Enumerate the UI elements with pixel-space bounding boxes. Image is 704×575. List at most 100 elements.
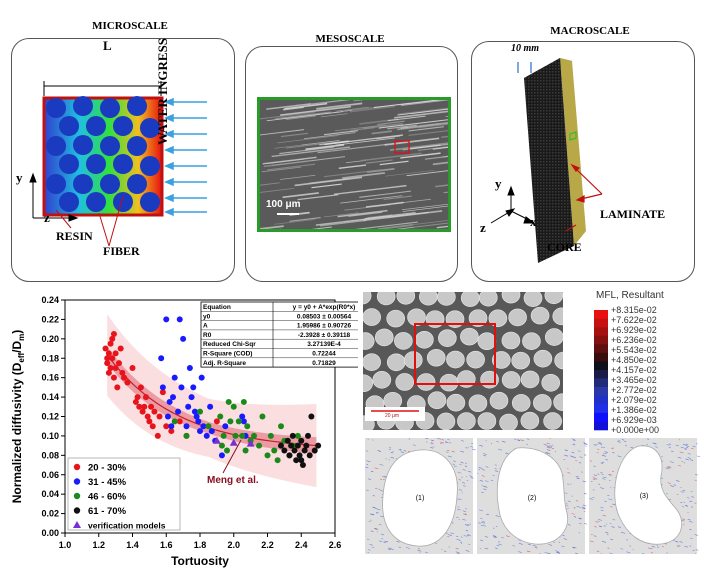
scatter-point (146, 418, 153, 425)
scatter-point (107, 340, 114, 347)
scatter-point (168, 428, 175, 435)
mfl-swatch (594, 361, 608, 371)
mfl-title: MFL, Resultant (596, 290, 664, 301)
fit-table-key: y0 (203, 313, 211, 320)
y-tick-label: 0.12 (41, 412, 59, 422)
sem-fiber (533, 349, 553, 368)
meng-annotation: Meng et al. (207, 475, 259, 486)
scatter-point (170, 394, 176, 401)
sem-fiber (533, 394, 552, 412)
legend-label: 20 - 30% (88, 463, 127, 474)
mfl-swatch (594, 370, 608, 379)
mfl-label: +5.543e-02 (611, 345, 657, 355)
sem-fiber (511, 351, 530, 370)
mfl-label: +7.622e-02 (611, 315, 657, 325)
sem-fiber (436, 412, 456, 430)
sem-fiber (520, 370, 540, 389)
cell-label: (3) (640, 493, 649, 500)
mfl-label: +4.850e-02 (611, 355, 657, 365)
mfl-swatch (594, 310, 608, 319)
scatter-point (176, 316, 183, 323)
scatter-point (200, 423, 207, 430)
fiber-circle (86, 192, 106, 212)
sem-fiber (404, 351, 423, 369)
scatter-point (284, 437, 291, 444)
sem-fiber (363, 292, 372, 305)
mfl-cell: (2) (477, 438, 588, 554)
fit-table-value: 0.72244 (312, 351, 336, 358)
fiber-circle (100, 174, 120, 194)
fiber-circle (46, 98, 66, 118)
fiber-circle (140, 192, 160, 212)
fit-table (200, 301, 358, 368)
fiber-circle (73, 174, 93, 194)
meso-zoom-box (394, 140, 410, 154)
mfl-swatch (594, 318, 608, 328)
y-tick-label: 0.00 (41, 528, 59, 538)
scatter-point (281, 447, 288, 454)
fiber-circle (127, 174, 147, 194)
sem-fiber (445, 310, 465, 328)
verification-marker (246, 439, 255, 447)
sem-fiber (511, 394, 531, 412)
scatter-point (205, 423, 212, 430)
fiber-circle (73, 135, 93, 155)
mfl-label: +6.929e-02 (611, 325, 657, 335)
scatter-point (315, 442, 322, 449)
sem-fiber (492, 351, 511, 369)
sem-fiber (460, 292, 480, 307)
scatter-point (116, 360, 122, 367)
fiber-circle (86, 154, 106, 174)
scatter-point (220, 432, 227, 439)
fiber-circle (59, 116, 79, 136)
sem-fiber (544, 292, 563, 305)
x-tick-label: 2.6 (329, 540, 342, 550)
scatter-point (114, 384, 121, 391)
mfl-swatch (594, 412, 608, 422)
macroscale-panel (471, 41, 695, 282)
scatter-point (191, 408, 198, 415)
legend-label: verification models (88, 521, 166, 531)
scatter-point (293, 457, 300, 464)
scatter-point (274, 457, 281, 464)
sem-fiber (374, 328, 394, 347)
scatter-point (288, 442, 295, 449)
scatter-point (239, 413, 246, 420)
mfl-color-legend: +8.315e-02+7.622e-02+6.929e-02+6.236e-02… (594, 305, 659, 435)
scatter-point (134, 394, 141, 401)
mfl-label: +1.386e-02 (611, 405, 657, 415)
fit-table-key: Reduced Chi-Sqr (203, 341, 256, 348)
length-label: L (103, 38, 112, 53)
scatter-point (171, 418, 178, 425)
scatter-point (195, 418, 202, 425)
sem-fiber (457, 412, 476, 430)
sem-fiber (553, 393, 563, 411)
sem-fiber (554, 351, 563, 370)
sem-fiber (544, 328, 563, 346)
fit-table-value: 1.95986 ± 0.90726 (297, 323, 352, 330)
scatter-point (308, 413, 315, 420)
sem-fiber (499, 413, 518, 430)
laminate-label: LAMINATE (600, 207, 666, 221)
fiber-circle (113, 154, 133, 174)
scatter-point (188, 394, 195, 401)
scatter-point (267, 432, 274, 439)
scatter-point (163, 423, 170, 430)
sem-fiber (466, 350, 485, 369)
fiber-circle (140, 156, 160, 176)
sem-fiber (415, 330, 434, 349)
macro-dim-label: 10 mm (511, 43, 540, 54)
x-tick-label: 2.4 (295, 540, 308, 550)
fiber-circle (73, 96, 93, 116)
scatter-point (104, 360, 111, 367)
fit-table-value: y = y0 + A*exp(R0*x) (293, 304, 356, 311)
scatter-point (222, 423, 229, 430)
scatter-point (154, 432, 161, 439)
cell-label: (2) (528, 495, 537, 502)
scatter-point (240, 418, 247, 425)
fiber-circle (100, 98, 120, 118)
scatter-point (109, 335, 116, 342)
fiber-circle (46, 136, 66, 156)
sem-fiber (541, 373, 561, 392)
microscale-figure (29, 81, 207, 247)
